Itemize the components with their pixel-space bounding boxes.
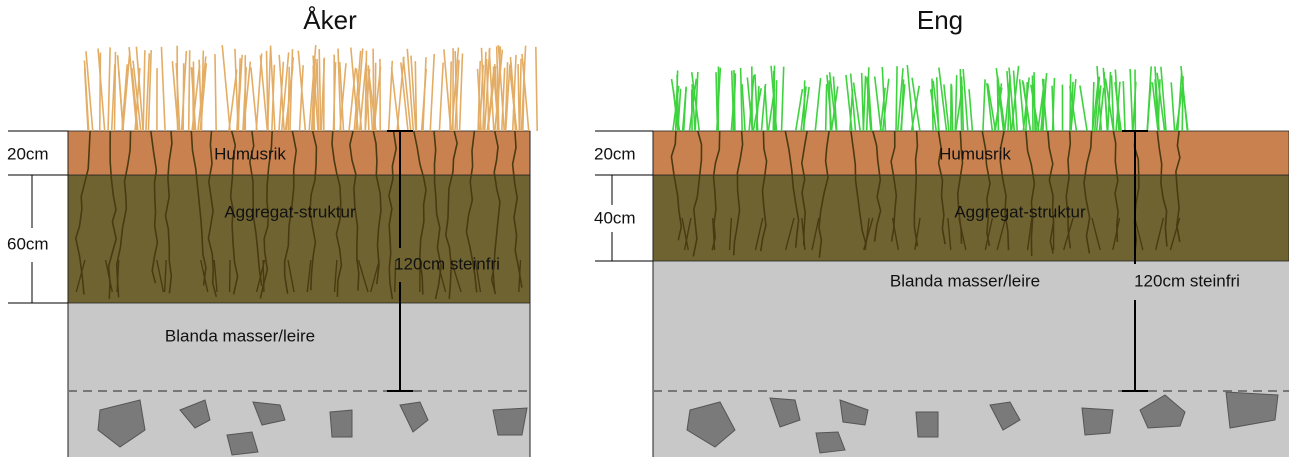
layer-label: Humusrik — [939, 144, 1011, 163]
blade — [536, 47, 537, 131]
diagram: Åker 20cm 60cm Humusrik Aggregat-struktu… — [0, 0, 1289, 457]
root — [263, 260, 264, 292]
blade — [268, 46, 271, 131]
blade — [1012, 66, 1019, 131]
dimension-label: 120cm steinfri — [1134, 271, 1240, 290]
blade — [1103, 68, 1107, 131]
blade — [319, 49, 321, 131]
panel-eng: Eng 20cm 40cm Humusrik Aggregat-struktur… — [594, 5, 1289, 457]
blade — [161, 47, 165, 131]
blade — [969, 89, 972, 131]
dimension-label: 120cm steinfri — [394, 254, 500, 273]
humus-layer — [68, 131, 530, 175]
blade — [415, 61, 416, 131]
panel-aker: Åker 20cm 60cm Humusrik Aggregat-struktu… — [7, 5, 537, 457]
blade — [907, 65, 913, 131]
layer-label: Blanda masser/leire — [890, 271, 1040, 290]
blade — [430, 54, 434, 131]
blade — [1026, 82, 1027, 131]
blade — [815, 78, 820, 131]
blade — [444, 49, 451, 131]
blade — [804, 80, 805, 131]
stone — [916, 412, 938, 437]
blade — [826, 84, 827, 131]
blade — [338, 49, 341, 131]
blade — [937, 77, 939, 131]
blade — [782, 67, 784, 131]
blade — [189, 50, 190, 131]
blade — [952, 85, 953, 131]
blade — [862, 73, 864, 131]
blade — [215, 54, 216, 131]
stone — [227, 432, 258, 455]
blade — [123, 52, 130, 131]
blade — [222, 45, 230, 131]
crop — [84, 45, 537, 131]
blade — [108, 47, 110, 131]
blade — [392, 67, 399, 131]
blade — [375, 63, 376, 131]
blade — [983, 79, 985, 131]
blade — [1123, 81, 1125, 131]
layer-label: Humusrik — [214, 144, 286, 163]
blade — [98, 48, 105, 131]
stone — [1082, 408, 1113, 435]
stone — [493, 408, 527, 435]
blade — [251, 67, 257, 131]
depth-label: 20cm — [7, 144, 49, 163]
blade — [143, 50, 145, 131]
layer-label: Aggregat-struktur — [224, 202, 356, 221]
blade — [1070, 74, 1071, 131]
layer-label: Aggregat-struktur — [954, 202, 1086, 221]
blade — [765, 86, 768, 131]
blade — [389, 61, 393, 131]
blade — [1130, 69, 1132, 131]
blade — [1034, 72, 1035, 131]
blade — [875, 76, 881, 131]
blade — [1080, 86, 1087, 131]
grass — [672, 65, 1188, 131]
blade — [1032, 76, 1033, 131]
blade — [741, 68, 743, 131]
stone — [330, 410, 352, 437]
blade — [114, 52, 115, 131]
depth-label: 60cm — [7, 234, 49, 253]
panel-title: Åker — [303, 5, 357, 35]
blade — [520, 59, 521, 131]
depth-label: 40cm — [594, 208, 636, 227]
blade — [288, 67, 289, 131]
blade — [460, 53, 463, 131]
depth-label: 20cm — [594, 144, 636, 163]
blade — [439, 63, 443, 131]
panel-title: Eng — [917, 5, 963, 35]
blade — [896, 66, 897, 131]
layer-label: Blanda masser/leire — [165, 326, 315, 345]
blade — [201, 51, 203, 131]
blade — [1171, 82, 1174, 131]
blade — [963, 69, 968, 131]
aggregate-layer — [68, 175, 530, 303]
